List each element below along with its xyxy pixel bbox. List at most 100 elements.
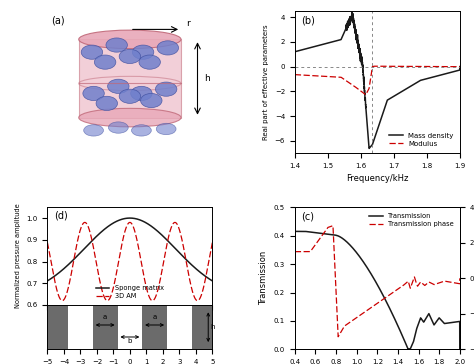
Sponge matrix	[205, 276, 210, 280]
Modulus	[311, 74, 317, 78]
3D AM	[120, 235, 126, 240]
Line: Modulus: Modulus	[295, 66, 460, 95]
Modulus	[371, 64, 377, 68]
Mass density	[454, 69, 459, 73]
Sponge matrix	[210, 279, 215, 283]
Text: (d): (d)	[54, 210, 68, 220]
Legend: Mass density, Modulus: Mass density, Modulus	[386, 130, 456, 150]
Transmission	[457, 347, 463, 352]
Modulus	[355, 87, 361, 91]
Text: a: a	[153, 314, 157, 320]
Bar	[118, 305, 142, 349]
Sponge matrix	[45, 279, 50, 283]
Text: h: h	[204, 74, 210, 83]
Mass density	[311, 45, 317, 49]
Text: b: b	[128, 338, 132, 344]
Ellipse shape	[79, 108, 181, 127]
Ellipse shape	[96, 96, 118, 111]
Transmission phase	[330, 223, 336, 228]
Transmission	[311, 230, 317, 235]
Transmission phase	[292, 249, 298, 254]
Y-axis label: Normalized pressure amplitude: Normalized pressure amplitude	[15, 204, 21, 308]
Ellipse shape	[155, 82, 177, 96]
Transmission phase	[356, 314, 361, 319]
Ellipse shape	[119, 50, 141, 64]
Ellipse shape	[119, 89, 141, 103]
Ellipse shape	[108, 79, 129, 94]
Text: (a): (a)	[51, 15, 64, 25]
Transmission	[320, 232, 326, 236]
Mass density	[363, 95, 368, 100]
Ellipse shape	[81, 45, 103, 59]
Transmission	[292, 229, 298, 234]
Transmission phase	[457, 276, 463, 281]
3D AM	[210, 241, 215, 245]
Sponge matrix	[127, 216, 133, 220]
Line: 3D AM: 3D AM	[47, 222, 212, 301]
Mass density	[457, 64, 463, 69]
3D AM	[59, 298, 65, 303]
Mass density	[320, 42, 326, 47]
Ellipse shape	[131, 86, 152, 100]
Mass density	[292, 50, 298, 54]
Transmission phase	[436, 281, 442, 285]
X-axis label: Frequency/kHz: Frequency/kHz	[346, 174, 409, 183]
Y-axis label: Real part of effective parameters: Real part of effective parameters	[263, 24, 269, 140]
Modulus	[457, 64, 463, 69]
Transmission	[363, 262, 368, 267]
Y-axis label: Transmission: Transmission	[259, 251, 268, 305]
Transmission	[436, 316, 442, 321]
Ellipse shape	[132, 45, 154, 59]
Modulus	[320, 74, 326, 78]
Ellipse shape	[79, 30, 181, 49]
Ellipse shape	[141, 94, 162, 108]
Text: h: h	[210, 324, 215, 330]
Ellipse shape	[83, 86, 104, 100]
Sponge matrix	[174, 249, 180, 253]
Ellipse shape	[131, 125, 151, 136]
Sponge matrix	[205, 276, 210, 280]
Text: r: r	[186, 19, 190, 28]
3D AM	[82, 220, 88, 225]
Line: Transmission phase: Transmission phase	[295, 226, 460, 337]
Modulus	[436, 64, 442, 69]
Legend: Sponge matrix, 3D AM: Sponge matrix, 3D AM	[93, 282, 166, 302]
3D AM	[53, 284, 59, 288]
Mass density	[436, 73, 442, 78]
Modulus	[363, 92, 369, 97]
Line: Mass density: Mass density	[295, 12, 460, 149]
Text: (b): (b)	[301, 15, 315, 25]
Transmission phase	[335, 335, 341, 339]
Sponge matrix	[125, 216, 130, 220]
3D AM	[45, 241, 50, 245]
Ellipse shape	[94, 55, 116, 69]
Transmission phase	[320, 232, 326, 236]
Mass density	[349, 10, 355, 14]
Bar	[68, 305, 93, 349]
Legend: Transmission, Transmission phase: Transmission, Transmission phase	[367, 210, 456, 230]
3D AM	[205, 265, 210, 270]
Mass density	[356, 46, 361, 51]
Polygon shape	[79, 39, 181, 118]
Transmission phase	[363, 309, 368, 314]
Sponge matrix	[53, 273, 59, 277]
Ellipse shape	[84, 125, 103, 136]
3D AM	[125, 222, 131, 226]
Transmission	[355, 252, 361, 257]
Mass density	[366, 146, 372, 151]
Transmission phase	[454, 281, 459, 285]
Ellipse shape	[139, 55, 160, 69]
Transmission	[454, 320, 459, 324]
Bar	[167, 305, 191, 349]
Modulus	[363, 92, 368, 96]
Text: a: a	[103, 314, 107, 320]
3D AM	[174, 223, 180, 227]
Ellipse shape	[106, 38, 128, 52]
Ellipse shape	[109, 122, 128, 133]
Modulus	[454, 64, 459, 69]
Text: (c): (c)	[301, 211, 314, 221]
Ellipse shape	[157, 41, 179, 55]
Transmission phase	[311, 245, 317, 249]
Line: Transmission: Transmission	[295, 232, 460, 349]
Line: Sponge matrix: Sponge matrix	[47, 218, 212, 281]
